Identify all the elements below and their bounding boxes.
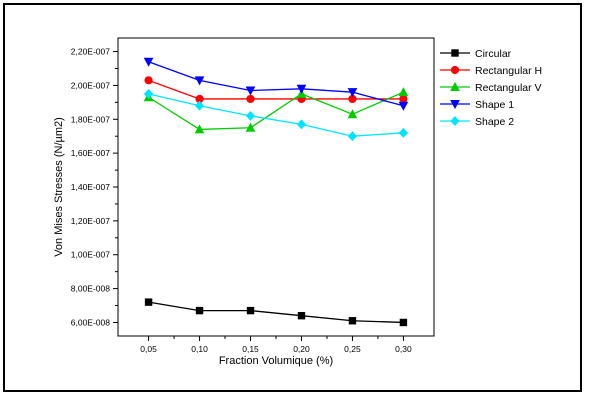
series-line bbox=[148, 93, 404, 137]
x-axis-label: Fraction Volumique (%) bbox=[219, 355, 333, 367]
data-point bbox=[398, 101, 409, 111]
legend: Circular Rectangular H Rectangular V Shape … bbox=[440, 48, 542, 128]
data-point bbox=[348, 317, 357, 325]
data-point bbox=[194, 100, 205, 111]
y-tick-label: 2,00E-007 bbox=[71, 80, 110, 90]
series-line bbox=[148, 61, 404, 107]
data-point bbox=[246, 94, 255, 104]
legend-label: Shape 2 bbox=[475, 116, 514, 128]
series-line bbox=[148, 79, 404, 100]
legend-marker bbox=[450, 81, 460, 91]
legend-marker bbox=[451, 49, 459, 57]
data-point bbox=[195, 306, 204, 315]
data-point bbox=[144, 298, 153, 306]
data-point bbox=[143, 57, 154, 67]
y-tick-label: 1,80E-007 bbox=[71, 114, 110, 124]
legend-marker bbox=[450, 116, 460, 126]
data-point bbox=[399, 94, 408, 104]
legend-marker bbox=[450, 65, 460, 75]
y-tick-label: 8,00E-008 bbox=[71, 284, 110, 294]
data-point bbox=[347, 109, 358, 119]
series-group bbox=[143, 57, 409, 327]
plot-area bbox=[117, 37, 435, 337]
series-shape-2 bbox=[143, 88, 409, 142]
y-tick-label: 1,00E-007 bbox=[71, 250, 110, 260]
x-tick-label: 0,05 bbox=[140, 344, 157, 354]
x-tick-label: 0,20 bbox=[293, 344, 310, 354]
legend-item-circular: Circular bbox=[440, 48, 512, 60]
legend-label: Shape 1 bbox=[475, 99, 514, 111]
data-point bbox=[398, 87, 409, 97]
data-point bbox=[144, 76, 153, 85]
data-point bbox=[194, 76, 205, 86]
data-point bbox=[347, 131, 358, 142]
legend-label: Rectangular V bbox=[475, 82, 542, 94]
legend-label: Circular bbox=[475, 48, 512, 60]
legend-label: Rectangular H bbox=[475, 65, 542, 77]
chart-frame bbox=[3, 3, 582, 392]
x-tick-label: 0,30 bbox=[395, 344, 412, 354]
x-tick-label: 0,10 bbox=[191, 344, 208, 354]
y-tick-label: 2,20E-007 bbox=[71, 47, 110, 57]
data-point bbox=[296, 84, 307, 94]
legend-item-shape-2: Shape 2 bbox=[440, 116, 514, 128]
series-line bbox=[148, 301, 404, 324]
x-tick-label: 0,25 bbox=[344, 344, 361, 354]
data-point bbox=[245, 110, 256, 121]
series-circular bbox=[144, 298, 408, 327]
legend-item-rectangular-h: Rectangular H bbox=[440, 65, 542, 77]
series-line bbox=[148, 91, 404, 131]
y-tick-label: 1,60E-007 bbox=[71, 148, 110, 158]
data-point bbox=[399, 318, 408, 327]
series-shape-1 bbox=[143, 57, 409, 111]
legend-item-rectangular-v: Rectangular V bbox=[440, 81, 542, 94]
y-axis-label: Von Mises Stresses (N/µm2) bbox=[53, 117, 65, 257]
data-point bbox=[296, 119, 307, 130]
data-point bbox=[245, 86, 256, 96]
x-tick-label: 0,15 bbox=[242, 344, 259, 354]
x-axis: 0,05 0,10 0,15 0,20 0,25 0,30 bbox=[140, 336, 412, 354]
data-point bbox=[245, 122, 256, 132]
legend-marker bbox=[450, 100, 460, 110]
data-point bbox=[246, 306, 255, 315]
y-axis: 6,00E-008 8,00E-008 1,00E-007 1,20E-007 1,40… bbox=[71, 47, 118, 327]
y-tick-label: 1,40E-007 bbox=[71, 182, 110, 192]
data-point bbox=[143, 88, 154, 99]
data-point bbox=[194, 124, 205, 134]
data-point bbox=[347, 88, 358, 98]
y-tick-label: 6,00E-008 bbox=[71, 317, 110, 327]
legend-item-shape-1: Shape 1 bbox=[440, 99, 514, 111]
y-tick-label: 1,20E-007 bbox=[71, 216, 110, 226]
data-point bbox=[398, 127, 409, 138]
data-point bbox=[297, 311, 306, 320]
series-rectangular-v bbox=[143, 87, 409, 134]
